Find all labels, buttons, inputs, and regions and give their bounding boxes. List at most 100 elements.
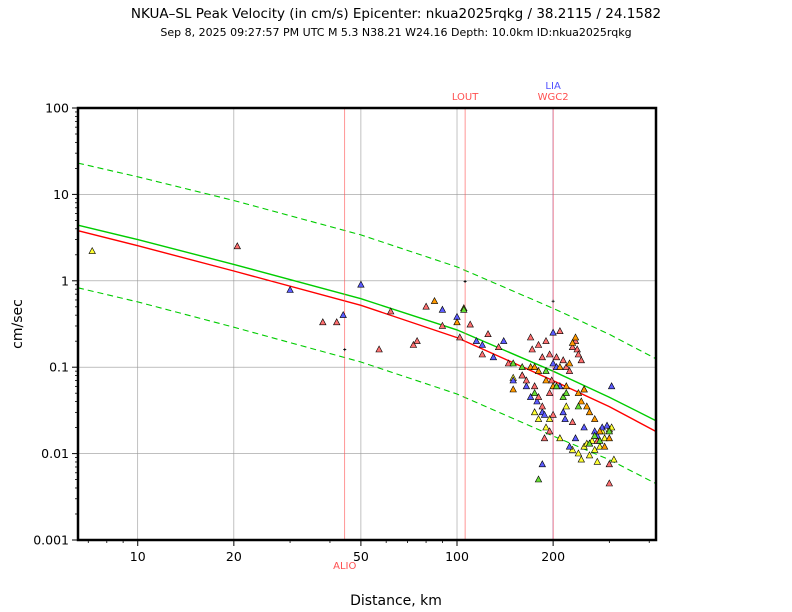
data-point-triangle bbox=[556, 434, 564, 442]
data-point-triangle bbox=[583, 402, 591, 410]
data-point-triangle bbox=[339, 310, 347, 318]
data-point-triangle bbox=[538, 353, 546, 361]
data-point-triangle bbox=[580, 385, 588, 393]
data-point-triangle bbox=[559, 392, 567, 400]
y-tick-label: 100 bbox=[45, 101, 69, 116]
data-point-triangle bbox=[605, 434, 613, 442]
data-point-triangle bbox=[552, 353, 561, 361]
model-curve-median bbox=[77, 224, 657, 422]
data-point-triangle bbox=[530, 388, 539, 396]
x-axis-label: Distance, km bbox=[350, 593, 442, 609]
data-point-triangle bbox=[605, 427, 613, 435]
chart-subtitle: Sep 8, 2025 09:27:57 PM UTC M 5.3 N38.21… bbox=[160, 26, 631, 39]
station-label: LOUT bbox=[452, 92, 479, 103]
data-point-triangle bbox=[438, 305, 447, 313]
data-point-triangle bbox=[591, 414, 599, 422]
cross-markers bbox=[343, 280, 555, 352]
data-point-triangle bbox=[538, 460, 546, 468]
data-point-triangle bbox=[593, 457, 601, 465]
data-point-triangle bbox=[545, 427, 554, 435]
cross-marker bbox=[551, 299, 555, 303]
data-point-triangle bbox=[562, 388, 570, 396]
data-point-triangle bbox=[568, 343, 577, 350]
data-point-triangle bbox=[577, 356, 585, 364]
data-point-triangle bbox=[577, 455, 585, 463]
data-point-triangle bbox=[375, 345, 383, 353]
data-point-triangle bbox=[530, 408, 539, 416]
data-point-triangle bbox=[526, 392, 535, 400]
data-point-triangle bbox=[571, 333, 580, 341]
data-point-triangle bbox=[591, 431, 599, 439]
model-curves bbox=[77, 162, 657, 485]
data-point-triangle bbox=[600, 442, 609, 450]
data-point-triangle bbox=[540, 434, 549, 442]
data-point-triangle bbox=[573, 345, 581, 353]
data-point-triangle bbox=[571, 434, 580, 442]
y-tick-label: 10 bbox=[53, 187, 69, 202]
plot-frame bbox=[76, 106, 658, 542]
data-point-triangle bbox=[413, 336, 421, 344]
data-point-triangle bbox=[387, 307, 395, 315]
data-point-triangle bbox=[500, 336, 508, 344]
data-point-triangle bbox=[556, 362, 564, 370]
data-point-triangle bbox=[603, 421, 611, 429]
data-point-triangle bbox=[561, 414, 569, 422]
data-point-triangle bbox=[549, 328, 557, 336]
x-tick-label: 20 bbox=[226, 549, 242, 564]
data-point-triangle bbox=[88, 246, 96, 254]
data-point-triangle bbox=[610, 455, 618, 463]
data-point-triangle bbox=[585, 408, 594, 416]
data-point-triangle bbox=[518, 371, 526, 379]
data-point-triangle bbox=[453, 318, 461, 326]
data-point-triangle bbox=[409, 340, 418, 348]
data-point-triangle bbox=[607, 382, 616, 390]
data-point-triangle bbox=[556, 327, 564, 334]
data-point-triangle bbox=[559, 356, 567, 364]
data-point-triangle bbox=[574, 402, 583, 410]
x-tick-label: 200 bbox=[541, 549, 565, 564]
data-point-triangle bbox=[233, 242, 241, 250]
station-lines bbox=[344, 108, 554, 540]
data-point-triangle bbox=[562, 362, 570, 370]
data-point-triangle bbox=[518, 362, 526, 370]
data-point-triangle bbox=[456, 333, 464, 341]
data-point-triangle bbox=[552, 382, 561, 390]
data-point-triangle bbox=[568, 338, 577, 346]
grid bbox=[78, 107, 656, 541]
station-label: LIA bbox=[545, 81, 561, 92]
data-point-triangle bbox=[533, 397, 541, 405]
data-point-triangle bbox=[562, 402, 570, 410]
data-point-triangle bbox=[534, 392, 543, 400]
data-point-triangle bbox=[559, 408, 567, 416]
x-tick-label: 10 bbox=[130, 549, 146, 564]
data-point-triangle bbox=[577, 397, 585, 405]
data-point-triangle bbox=[585, 451, 594, 459]
data-point-triangle bbox=[478, 350, 486, 358]
data-point-triangle bbox=[430, 296, 439, 304]
data-point-triangle bbox=[574, 350, 583, 358]
data-point-triangle bbox=[522, 382, 531, 390]
data-point-triangle bbox=[534, 366, 543, 374]
data-point-triangle bbox=[528, 345, 536, 353]
data-point-triangle bbox=[286, 285, 294, 293]
data-point-triangle bbox=[489, 353, 498, 361]
chart-title: NKUA–SL Peak Velocity (in cm/s) Epicente… bbox=[131, 6, 661, 22]
data-point-triangle bbox=[565, 366, 574, 374]
data-point-triangle bbox=[574, 449, 583, 457]
data-point-triangle bbox=[549, 359, 557, 367]
data-point-triangle bbox=[596, 436, 604, 444]
y-tick-label: 0.01 bbox=[41, 446, 69, 461]
data-point-triangle bbox=[466, 320, 474, 328]
station-label: ALIO bbox=[333, 561, 356, 572]
data-point-triangle bbox=[530, 382, 539, 390]
data-point-triangle bbox=[574, 388, 583, 396]
data-point-triangle bbox=[534, 340, 543, 348]
data-point-triangle bbox=[530, 362, 539, 370]
data-point-triangle bbox=[565, 442, 574, 450]
data-point-triangle bbox=[545, 414, 554, 422]
data-point-triangle bbox=[605, 479, 613, 487]
data-point-triangle bbox=[542, 376, 550, 384]
data-point-triangle bbox=[596, 442, 604, 450]
